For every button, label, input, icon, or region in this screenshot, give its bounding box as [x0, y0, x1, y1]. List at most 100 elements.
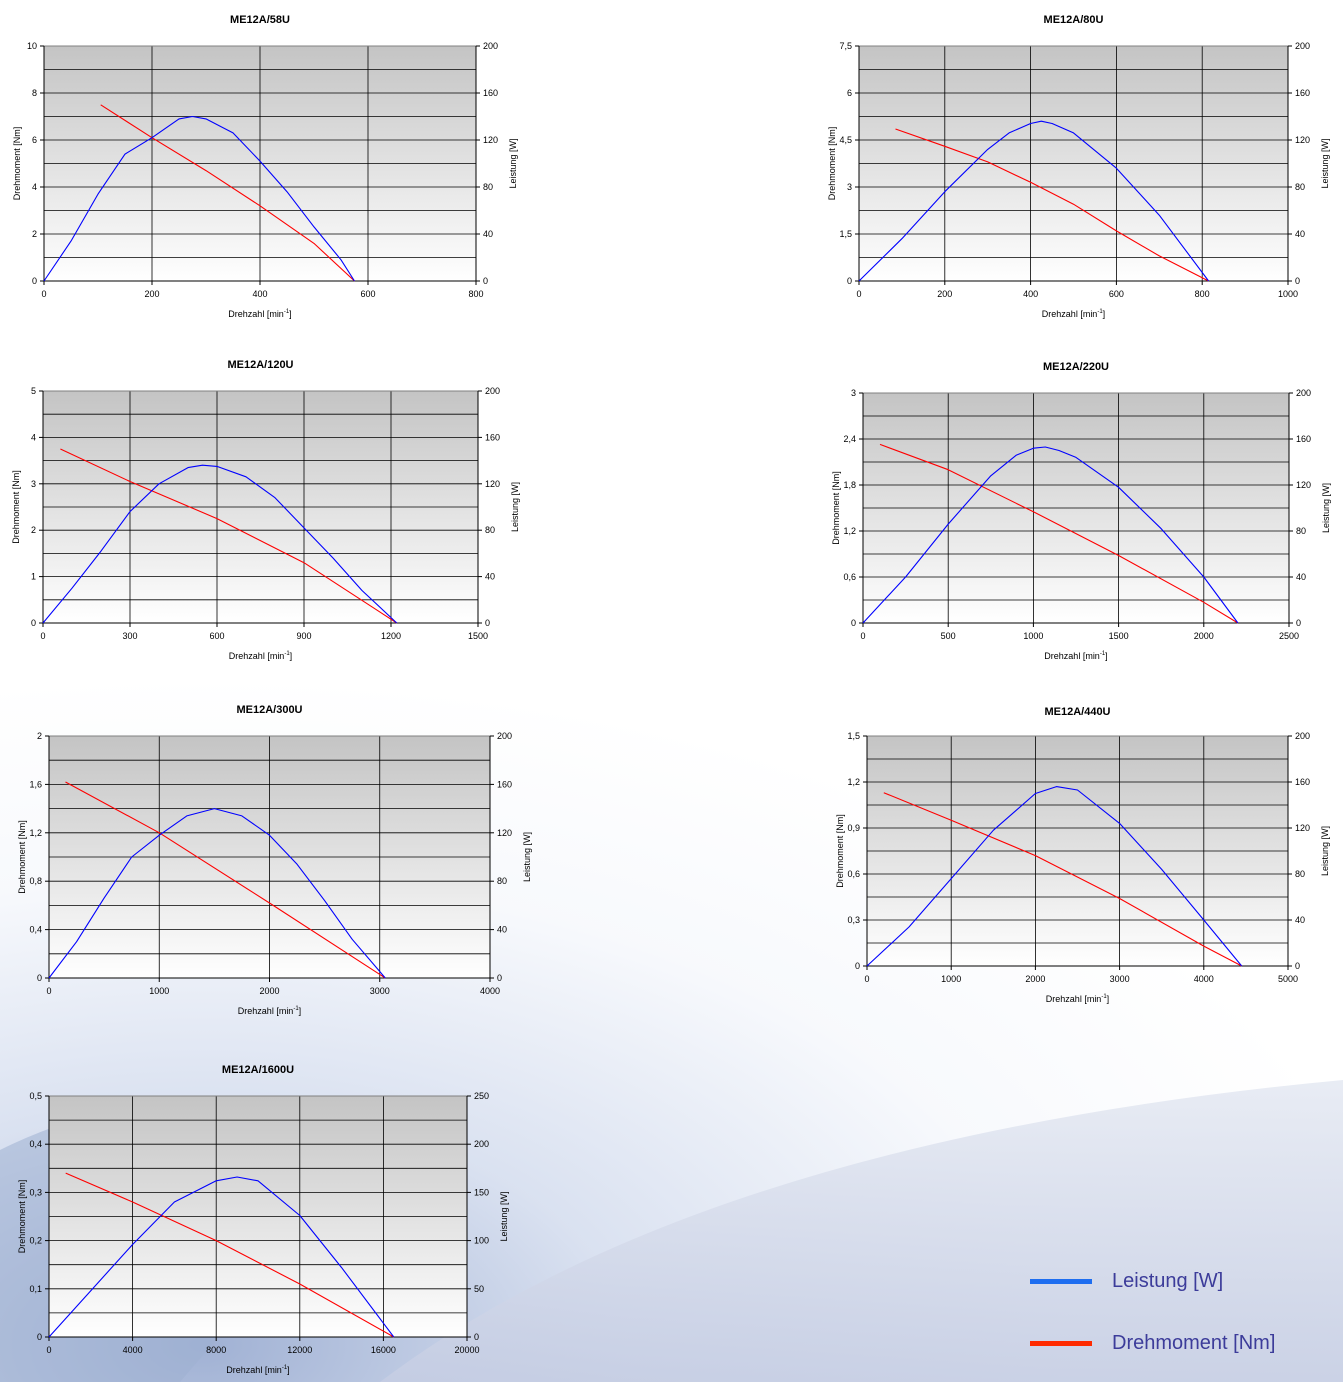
y-tick-label-left: 1,5 [839, 229, 852, 239]
chart-2: 0 300 600 900 1200 1500 0 1 2 3 4 5 0 40 80 120 160 200 Dr… [11, 386, 520, 661]
x-tick-label: 800 [1195, 289, 1210, 299]
x-tick-label: 1500 [468, 631, 488, 641]
chart-title: ME12A/58U [230, 14, 290, 26]
y-tick-label-right: 200 [485, 386, 500, 396]
y-tick-label-left: 1 [31, 572, 36, 582]
x-tick-label: 900 [296, 631, 311, 641]
y-axis-label-left: Drehmoment [Nm] [11, 470, 21, 544]
chart-title: ME12A/120U [227, 359, 294, 371]
x-tick-label: 16000 [371, 1345, 396, 1355]
x-tick-label: 1000 [1023, 631, 1043, 641]
x-tick-label: 1000 [149, 986, 169, 996]
y-tick-label-left: 0,4 [29, 1139, 42, 1149]
y-tick-label-right: 120 [497, 828, 512, 838]
x-axis-label: Drehzahl [min-1] [229, 651, 292, 661]
x-axis-label-sup: -1 [282, 1365, 288, 1371]
y-tick-label-left: 1,2 [847, 777, 860, 787]
y-tick-label-left: 1,5 [847, 731, 860, 741]
y-axis-label-left: Drehmoment [Nm] [827, 127, 837, 201]
y-tick-label-left: 7,5 [839, 41, 852, 51]
x-tick-label: 1000 [941, 974, 961, 984]
power-line [43, 115, 355, 282]
x-axis-label-end: ] [1103, 309, 1106, 319]
x-axis-label-text: Drehzahl [min [1042, 309, 1098, 319]
y-tick-label-right: 160 [1296, 434, 1311, 444]
y-tick-label-right: 200 [1295, 41, 1310, 51]
x-axis-label: Drehzahl [min-1] [228, 309, 291, 319]
x-tick-label: 0 [46, 986, 51, 996]
y-tick-label-left: 1,8 [843, 480, 856, 490]
y-tick-label-right: 40 [483, 229, 493, 239]
power-line [48, 1176, 395, 1338]
y-tick-label-right: 160 [1295, 777, 1310, 787]
y-tick-label-right: 100 [474, 1236, 489, 1246]
x-tick-label: 600 [209, 631, 224, 641]
y-tick-label-right: 80 [483, 182, 493, 192]
y-tick-label-left: 0 [847, 276, 852, 286]
y-tick-label-right: 120 [1295, 135, 1310, 145]
y-axis-label-right: Leistung [W] [510, 482, 520, 532]
y-tick-label-left: 6 [32, 135, 37, 145]
x-tick-label: 2000 [259, 986, 279, 996]
chart-title: ME12A/440U [1044, 706, 1111, 718]
x-tick-label: 1000 [1278, 289, 1298, 299]
legend-label-torque: Drehmoment [Nm] [1112, 1331, 1276, 1354]
y-axis-label-left: Drehmoment [Nm] [835, 814, 845, 888]
power-line [866, 786, 1243, 967]
y-axis-label-right: Leistung [W] [522, 832, 532, 882]
torque-line [879, 443, 1239, 624]
x-axis-label-text: Drehzahl [min [228, 309, 284, 319]
y-tick-label-right: 250 [474, 1091, 489, 1101]
x-tick-label: 4000 [123, 1345, 143, 1355]
x-tick-label: 400 [1023, 289, 1038, 299]
y-tick-label-left: 0,1 [29, 1284, 42, 1294]
x-tick-label: 0 [856, 289, 861, 299]
x-tick-label: 0 [46, 1345, 51, 1355]
y-tick-label-right: 0 [1296, 618, 1301, 628]
x-axis-label-sup: -1 [1101, 994, 1107, 1000]
y-tick-label-left: 0,8 [29, 876, 42, 886]
chart-3: 0 500 1000 1500 2000 2500 0 0,6 1,2 1,8 2,4 3 0 40 80 1… [831, 388, 1331, 661]
x-axis-label-sup: -1 [293, 1006, 299, 1012]
y-tick-label-left: 0,6 [843, 572, 856, 582]
chart-1: 0 200 400 600 800 1000 0 1,5 3 4,5 6 7,5 0 40 80 120 160… [827, 41, 1330, 319]
y-axis-label-right: Leistung [W] [1320, 138, 1330, 188]
x-axis-label-end: ] [1105, 651, 1108, 661]
torque-line [65, 781, 386, 979]
chart-title: ME12A/1600U [221, 1064, 295, 1076]
y-tick-label-left: 4 [32, 182, 37, 192]
x-tick-label: 4000 [1194, 974, 1214, 984]
x-axis-label-text: Drehzahl [min [238, 1006, 294, 1016]
y-tick-label-left: 1,2 [843, 526, 856, 536]
y-tick-label-left: 4 [31, 432, 36, 442]
y-tick-label-left: 0,9 [847, 823, 860, 833]
legend-swatch-torque [1030, 1340, 1092, 1346]
x-axis-label-sup: -1 [284, 651, 290, 657]
x-axis-label-text: Drehzahl [min [1044, 651, 1100, 661]
y-axis-label-left: Drehmoment [Nm] [12, 127, 22, 201]
legend-item-torque: Drehmoment [Nm] [1030, 1328, 1275, 1358]
y-tick-label-right: 200 [474, 1139, 489, 1149]
legend-label-power: Leistung [W] [1112, 1269, 1224, 1292]
y-tick-label-left: 2 [32, 229, 37, 239]
power-line [862, 446, 1239, 624]
y-tick-label-right: 0 [474, 1332, 479, 1342]
chart-title: ME12A/220U [1042, 361, 1110, 373]
y-tick-label-right: 40 [1295, 915, 1305, 925]
x-axis-label: Drehzahl [min-1] [226, 1365, 289, 1375]
x-axis-label-sup: -1 [1097, 309, 1103, 315]
chart-title: ME12A/80U [1043, 14, 1104, 26]
x-axis-label-sup: -1 [284, 309, 290, 315]
y-tick-label-right: 160 [497, 779, 512, 789]
y-tick-label-right: 50 [474, 1284, 484, 1294]
y-tick-label-right: 120 [1296, 480, 1311, 490]
y-tick-label-left: 0,2 [29, 1236, 42, 1246]
chart-title: ME12A/300U [236, 704, 303, 716]
y-tick-label-left: 4,5 [839, 135, 852, 145]
y-axis-label-left: Drehmoment [Nm] [17, 1180, 27, 1254]
x-tick-label: 0 [864, 974, 869, 984]
y-tick-label-left: 2 [31, 525, 36, 535]
x-tick-label: 5000 [1278, 974, 1298, 984]
chart-4: 0 1000 2000 3000 4000 0 0,4 0,8 1,2 1,6 2 0 40 80 120 1… [17, 731, 532, 1016]
x-axis-label-end: ] [290, 651, 293, 661]
